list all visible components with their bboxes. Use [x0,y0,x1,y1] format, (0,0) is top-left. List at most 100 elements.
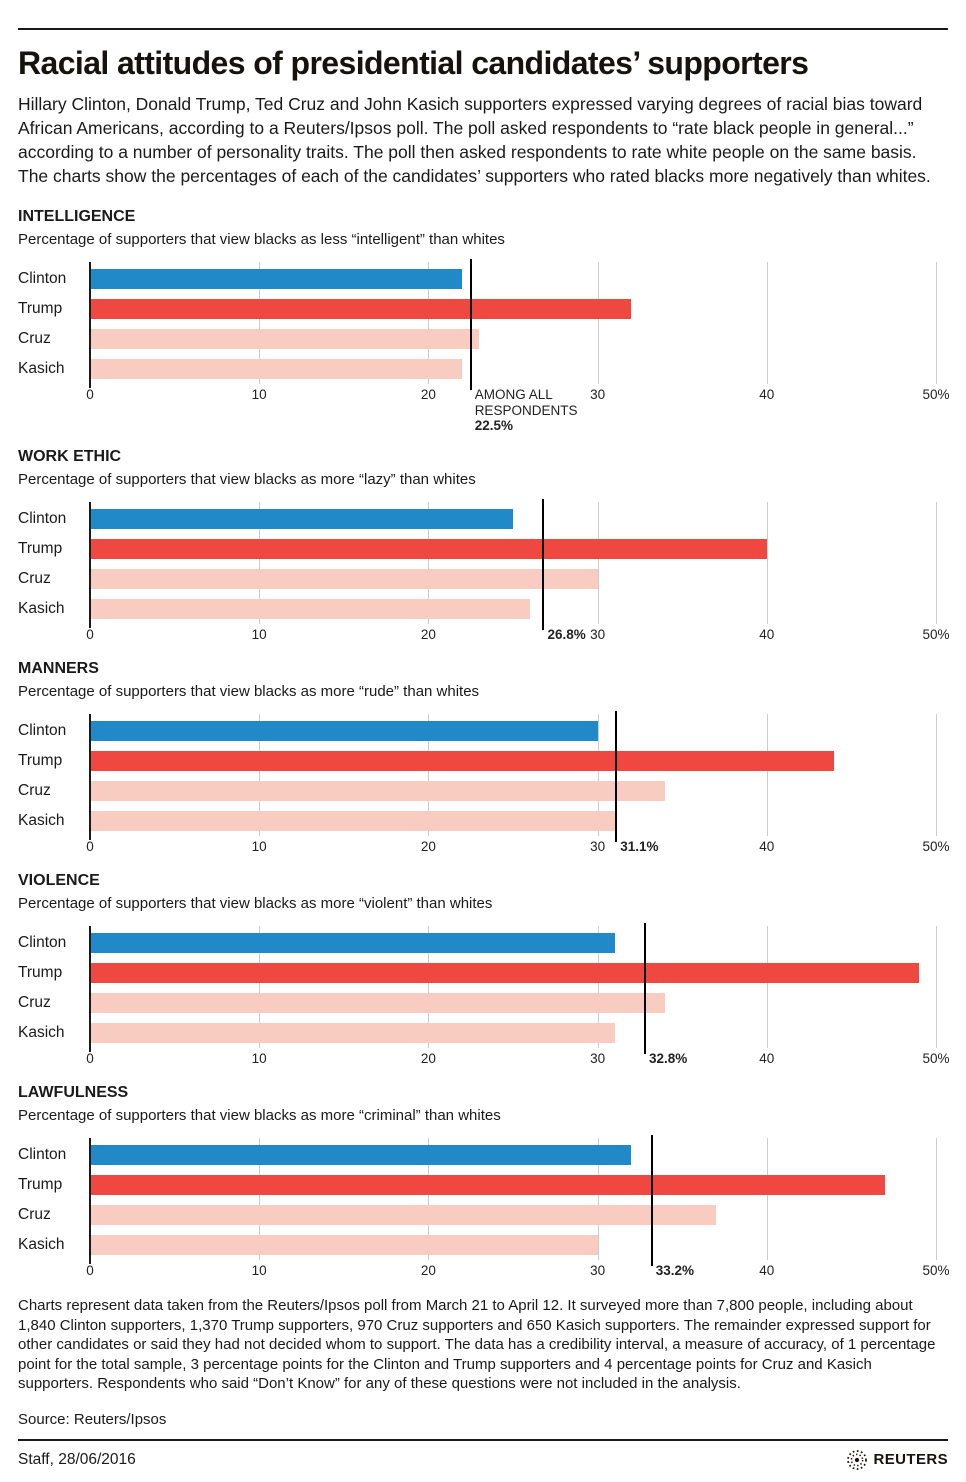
row-label-cruz: Cruz [18,570,51,587]
reference-value: 26.8% [547,627,586,642]
gridline [428,926,430,1048]
gridline [259,714,261,836]
row-label-trump: Trump [18,752,63,769]
plot-area: Clinton Trump Cruz Kasich 0 10 20 30 40 50% 33.2% [18,1135,950,1278]
reference-line [643,923,646,1054]
reference-line [542,499,545,630]
x-tick-label: 50% [922,387,950,402]
gridline [766,926,768,1048]
chart-heading: MANNERS [18,660,99,677]
x-axis: 0 10 20 30 40 50% 31.1% [86,836,949,854]
row-label-kasich: Kasich [18,1024,65,1041]
bar-kasich [90,599,530,619]
gridline [597,502,599,624]
gridline [936,262,937,384]
row-label-cruz: Cruz [18,782,51,799]
reference-value: 33.2% [655,1263,695,1278]
y-axis-line [89,502,91,628]
row-label-clinton: Clinton [18,934,67,951]
y-axis-line [89,714,91,840]
gridline [766,714,768,836]
reference-line [469,259,472,390]
footer-row: Staff, 28/06/2016 REUTERS [18,1441,948,1471]
row-label-kasich: Kasich [18,360,65,377]
row-label-kasich: Kasich [18,600,65,617]
gridline [428,262,430,384]
x-tick-label: 50% [922,839,950,854]
bar-cruz [90,781,666,801]
bar-kasich [90,359,463,379]
x-tick-label: 50% [922,627,950,642]
bar-kasich [90,1023,615,1043]
reuters-logo: REUTERS [846,1449,948,1471]
x-tick-label: 10 [251,1263,267,1278]
chart-section-manners: MANNERS Percentage of supporters that vi… [18,660,950,854]
chart-subtitle: Percentage of supporters that view black… [18,1107,501,1124]
chart-subtitle: Percentage of supporters that view black… [18,231,505,248]
row-label-kasich: Kasich [18,812,65,829]
reference-line [650,1135,653,1266]
bar-clinton [90,1145,632,1165]
x-tick-label: 0 [86,839,94,854]
x-tick-label: 20 [420,839,436,854]
x-axis: 0 10 20 30 40 50% 26.8% [86,624,949,642]
reference-value: 22.5% [474,418,513,433]
bar-clinton [90,269,463,289]
chart-section-lawfulness: LAWFULNESS Percentage of supporters that… [18,1084,950,1278]
plot-area: Clinton Trump Cruz Kasich 0 10 20 30 40 50% 26.8% [18,499,950,642]
x-tick-label: 0 [86,1263,94,1278]
reference-line [615,711,618,842]
gridline [936,1138,937,1260]
plot-area: Clinton Trump Cruz Kasich 0 10 20 30 40 50% 32.8% [18,923,950,1066]
plot: Clinton Trump Cruz Kasich [18,499,937,630]
gridline [428,1138,430,1260]
x-tick-label: 10 [251,839,267,854]
x-tick-label: 10 [251,627,267,642]
x-axis: 0 10 20 30 40 50% 32.8% [86,1048,949,1066]
x-tick-label: 0 [86,627,94,642]
x-tick-label: 40 [759,387,775,402]
bar-clinton [90,721,598,741]
x-axis: 0 10 20 30 40 50% AMONG ALL RESPONDENTS 22.5% [86,384,949,433]
gridline [766,1138,768,1260]
row-label-clinton: Clinton [18,1146,67,1163]
bar-cruz [90,569,598,589]
reference-label: AMONG ALL RESPONDENTS 22.5% [471,387,578,434]
x-tick-label: 50% [922,1263,950,1278]
plot-area: Clinton Trump Cruz Kasich 0 10 20 30 40 50% AMONG… [18,259,950,433]
gridline [936,714,937,836]
gridline [259,262,261,384]
row-label-clinton: Clinton [18,722,67,739]
intro-text: Hillary Clinton, Donald Trump, Ted Cruz … [18,94,931,186]
y-axis-line [89,1138,91,1264]
row-label-trump: Trump [18,964,63,981]
bar-trump [90,539,767,559]
bar-trump [90,1175,886,1195]
x-tick-label: 40 [759,627,775,642]
reference-label-line: RESPONDENTS [474,402,578,418]
row-label-clinton: Clinton [18,270,67,287]
x-tick-label: 30 [590,1263,606,1278]
gridline [259,502,261,624]
chart-section-intelligence: INTELLIGENCE Percentage of supporters th… [18,208,950,433]
gridline [766,262,768,384]
row-label-cruz: Cruz [18,1206,51,1223]
chart-heading: WORK ETHIC [18,448,122,465]
gridline [259,926,261,1048]
bar-trump [90,299,632,319]
row-label-trump: Trump [18,1176,63,1193]
chart-heading: LAWFULNESS [18,1084,129,1101]
row-label-trump: Trump [18,540,63,557]
gridline [259,1138,261,1260]
x-tick-label: 0 [86,1051,94,1066]
x-tick-label: 30 [590,839,606,854]
x-tick-label: 20 [420,1263,436,1278]
row-label-kasich: Kasich [18,1236,65,1253]
x-tick-label: 50% [922,1051,950,1066]
gridline [597,1138,599,1260]
chart-subtitle: Percentage of supporters that view black… [18,895,493,912]
bar-trump [90,751,835,771]
chart-heading: INTELLIGENCE [18,208,136,225]
page-title: Racial attitudes of presidential candida… [18,45,809,81]
gridline [428,714,430,836]
